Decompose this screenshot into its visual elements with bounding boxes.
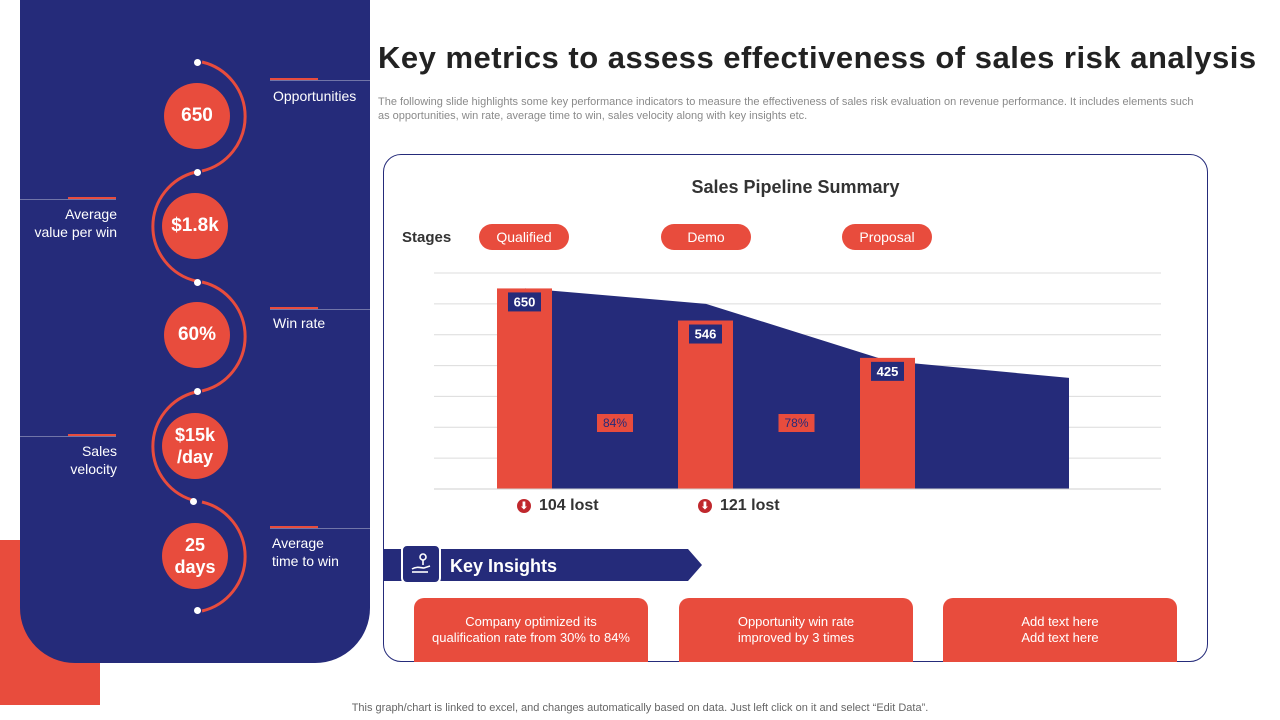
metric-sales-velocity-label: Sales velocity — [70, 443, 117, 477]
stages-label: Stages — [402, 229, 452, 246]
timeline-dot — [190, 498, 197, 505]
key-insights-banner — [384, 549, 702, 581]
pipeline-bar — [678, 320, 733, 489]
lost-count: 104 lost — [539, 497, 599, 514]
pipeline-chart: 650 546 425 84% 78% — [434, 272, 1161, 490]
down-arrow-icon: ⬇ — [517, 499, 531, 513]
timeline-dot — [194, 169, 201, 176]
metric-divider-line — [270, 528, 370, 529]
metric-accent-line — [270, 307, 318, 309]
metric-value-unit: days — [174, 557, 216, 577]
bar-value-label: 425 — [877, 364, 899, 379]
page-subtitle: The following slide highlights some key … — [378, 96, 1194, 122]
stage-pill-proposal: Proposal — [842, 224, 932, 250]
bar-value-label: 650 — [514, 294, 536, 309]
metric-win-rate-label: Win rate — [273, 315, 326, 331]
chart-title: Sales Pipeline Summary — [691, 177, 900, 197]
metric-time-to-win-circle: 25 days — [162, 523, 228, 589]
metric-value: 650 — [181, 105, 213, 126]
metric-opportunities-label: Opportunities — [273, 88, 357, 104]
page-title: Key metrics to assess effectiveness of s… — [378, 40, 1257, 75]
metric-value-unit: /day — [176, 447, 214, 467]
metric-accent-line — [270, 78, 318, 80]
lost-count: 121 lost — [720, 497, 780, 514]
insight-card: Opportunity win rate improved by 3 times — [679, 598, 913, 662]
sales-pipeline-card: Sales Pipeline Summary Stages Qualified … — [383, 154, 1208, 662]
lost-indicator: ⬇ 104 lost — [517, 497, 599, 515]
conversion-rate-label: 78% — [784, 416, 808, 430]
hand-coin-icon — [401, 544, 441, 584]
bar-value-label-bg — [689, 324, 722, 344]
metric-divider-line — [270, 309, 370, 310]
metric-opportunities-circle: 650 — [164, 83, 230, 149]
pipeline-bar — [497, 288, 552, 489]
footer-note: This graph/chart is linked to excel, and… — [351, 702, 929, 714]
metric-value: 60% — [177, 324, 217, 345]
metrics-connector-arcs — [151, 60, 247, 613]
metric-value: 25 — [184, 535, 206, 555]
metric-value: $15k — [174, 425, 216, 445]
bar-value-label: 546 — [695, 327, 717, 342]
timeline-dot — [194, 607, 201, 614]
metrics-panel: 650 Opportunities $1.8k Average value pe… — [20, 0, 370, 663]
metric-divider-line — [20, 436, 116, 437]
bar-value-label-bg — [871, 361, 904, 381]
metric-sales-velocity-circle: $15k /day — [162, 413, 228, 479]
timeline-dot — [194, 388, 201, 395]
lost-indicator: ⬇ 121 lost — [698, 497, 780, 515]
key-insights-heading: Key Insights — [450, 556, 558, 576]
metric-avg-value-label: Average value per win — [34, 206, 118, 240]
metric-divider-line — [270, 80, 370, 81]
metric-win-rate-circle: 60% — [164, 302, 230, 368]
conversion-rate-bg — [597, 414, 633, 432]
timeline-dot — [194, 59, 201, 66]
down-arrow-icon: ⬇ — [698, 499, 712, 513]
stage-pill-demo: Demo — [661, 224, 751, 250]
metric-accent-line — [68, 434, 116, 436]
insight-card: Company optimized its qualification rate… — [414, 598, 648, 662]
metric-divider-line — [20, 199, 116, 200]
insight-card: Add text here Add text here — [943, 598, 1177, 662]
pipeline-area — [525, 288, 1069, 489]
metric-avg-value-circle: $1.8k — [162, 193, 228, 259]
bar-value-label-bg — [508, 292, 541, 312]
stage-pill-qualified: Qualified — [479, 224, 569, 250]
conversion-rate-bg — [778, 414, 815, 432]
metric-accent-line — [270, 526, 318, 528]
metric-time-to-win-label: Average time to win — [272, 535, 339, 569]
conversion-rate-label: 84% — [603, 416, 627, 430]
metric-accent-line — [68, 197, 116, 199]
metric-value: $1.8k — [171, 215, 219, 236]
timeline-dot — [194, 279, 201, 286]
